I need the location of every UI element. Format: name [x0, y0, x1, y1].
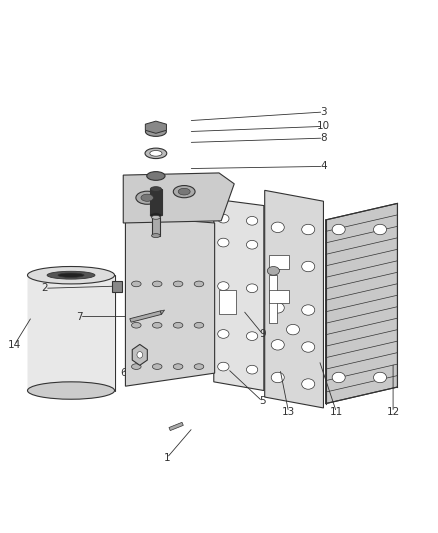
FancyBboxPatch shape: [269, 255, 289, 269]
Ellipse shape: [152, 233, 160, 238]
Ellipse shape: [271, 372, 284, 383]
Text: 6: 6: [120, 368, 127, 378]
Ellipse shape: [218, 238, 229, 247]
Ellipse shape: [302, 224, 315, 235]
Ellipse shape: [332, 224, 345, 235]
Text: 3: 3: [320, 107, 327, 117]
FancyBboxPatch shape: [28, 275, 115, 391]
FancyBboxPatch shape: [219, 290, 236, 314]
Ellipse shape: [194, 322, 204, 328]
FancyBboxPatch shape: [150, 189, 162, 215]
FancyBboxPatch shape: [112, 281, 122, 292]
Polygon shape: [145, 121, 166, 133]
Text: 11: 11: [330, 407, 343, 417]
Ellipse shape: [374, 224, 387, 235]
Text: 10: 10: [317, 122, 330, 131]
Ellipse shape: [28, 382, 115, 399]
Ellipse shape: [286, 325, 300, 335]
FancyBboxPatch shape: [269, 275, 277, 323]
FancyBboxPatch shape: [269, 289, 289, 303]
Ellipse shape: [150, 213, 162, 217]
Ellipse shape: [302, 261, 315, 272]
Polygon shape: [130, 311, 162, 322]
Ellipse shape: [152, 322, 162, 328]
Text: 1: 1: [163, 453, 170, 463]
Ellipse shape: [150, 187, 162, 191]
Ellipse shape: [131, 322, 141, 328]
Polygon shape: [214, 199, 264, 391]
Polygon shape: [125, 216, 215, 386]
Ellipse shape: [147, 172, 165, 180]
Ellipse shape: [302, 379, 315, 389]
Ellipse shape: [247, 240, 258, 249]
Text: 12: 12: [386, 407, 400, 417]
Ellipse shape: [47, 271, 95, 279]
Polygon shape: [265, 190, 323, 408]
Ellipse shape: [218, 329, 229, 338]
Text: 13: 13: [282, 407, 295, 417]
Ellipse shape: [137, 352, 143, 358]
FancyBboxPatch shape: [152, 217, 160, 236]
Polygon shape: [123, 173, 234, 223]
Ellipse shape: [374, 372, 387, 383]
Ellipse shape: [247, 365, 258, 374]
Ellipse shape: [302, 305, 315, 315]
Ellipse shape: [58, 273, 84, 277]
Ellipse shape: [218, 214, 229, 223]
Ellipse shape: [173, 364, 183, 369]
Ellipse shape: [271, 259, 284, 270]
Ellipse shape: [152, 281, 162, 287]
Text: 14: 14: [8, 340, 21, 350]
Ellipse shape: [271, 340, 284, 350]
Ellipse shape: [152, 215, 160, 219]
Ellipse shape: [271, 222, 284, 232]
Ellipse shape: [173, 281, 183, 287]
Ellipse shape: [145, 127, 166, 136]
Ellipse shape: [247, 216, 258, 225]
Ellipse shape: [302, 342, 315, 352]
Polygon shape: [160, 310, 165, 314]
Polygon shape: [169, 422, 184, 431]
Ellipse shape: [218, 282, 229, 290]
Ellipse shape: [194, 364, 204, 369]
Ellipse shape: [131, 281, 141, 287]
Ellipse shape: [271, 303, 284, 313]
Ellipse shape: [247, 332, 258, 341]
Text: 5: 5: [259, 397, 266, 407]
Ellipse shape: [28, 266, 115, 284]
Text: 4: 4: [320, 161, 327, 172]
Ellipse shape: [332, 372, 345, 383]
Ellipse shape: [150, 150, 162, 156]
Ellipse shape: [141, 194, 153, 201]
Text: 8: 8: [320, 133, 327, 143]
Ellipse shape: [152, 364, 162, 369]
Polygon shape: [325, 204, 397, 403]
Ellipse shape: [145, 148, 167, 158]
Text: 7: 7: [76, 312, 83, 321]
Ellipse shape: [136, 191, 159, 204]
Ellipse shape: [218, 362, 229, 371]
Ellipse shape: [178, 188, 190, 195]
Ellipse shape: [131, 364, 141, 369]
Text: 9: 9: [259, 329, 266, 339]
Polygon shape: [132, 344, 147, 365]
Ellipse shape: [173, 185, 195, 198]
Text: 2: 2: [42, 283, 48, 293]
Ellipse shape: [267, 266, 279, 275]
Ellipse shape: [194, 281, 204, 287]
Ellipse shape: [173, 322, 183, 328]
Ellipse shape: [247, 284, 258, 293]
